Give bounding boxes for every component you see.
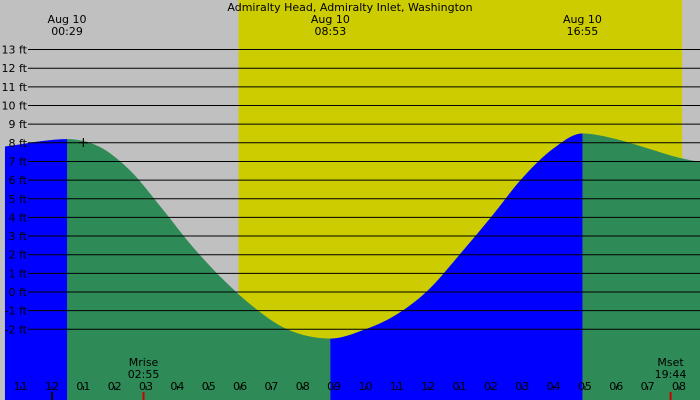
x-tick-label: 08 — [672, 380, 686, 393]
x-tick-label: 12 — [421, 380, 435, 393]
event-date-label: Aug 10 — [311, 13, 350, 26]
moon-event-tick — [669, 392, 672, 400]
y-tick-label: 0 ft — [9, 286, 28, 299]
y-tick-label: 8 ft — [9, 137, 28, 150]
event-time-label: 00:29 — [51, 25, 83, 38]
moon-event-time: 02:55 — [128, 368, 160, 381]
event-date-label: Aug 10 — [48, 13, 87, 26]
x-tick-label: 06 — [233, 380, 247, 393]
x-tick-label: 09 — [327, 380, 341, 393]
y-tick-label: 1 ft — [9, 267, 28, 280]
x-tick-label: 03 — [515, 380, 529, 393]
y-tick-label: 9 ft — [9, 118, 28, 131]
y-tick-label: 12 ft — [2, 62, 28, 75]
event-time-label: 08:53 — [315, 25, 347, 38]
y-tick-labels: 13 ft 12 ft 11 ft 10 ft 9 ft 8 ft 7 ft 6 ft 5 ft… — [2, 44, 28, 337]
current-marker: + — [77, 135, 89, 151]
y-tick-label: 11 ft — [2, 81, 28, 94]
x-tick-label: 07 — [641, 380, 655, 393]
moon-event-tick — [142, 392, 145, 400]
x-tick-label: 05 — [202, 380, 216, 393]
x-tick-label: 01 — [453, 380, 467, 393]
y-tick-label: 6 ft — [9, 174, 28, 187]
moon-event-label: Mset — [657, 356, 684, 369]
y-tick-label: 7 ft — [9, 155, 28, 168]
x-tick-label: 11 — [14, 380, 28, 393]
event-date-label: Aug 10 — [563, 13, 602, 26]
chart-title: Admiralty Head, Admiralty Inlet, Washing… — [227, 1, 472, 14]
y-tick-label: 13 ft — [2, 44, 28, 57]
x-tick-label: 03 — [139, 380, 153, 393]
x-tick-label: 04 — [547, 380, 561, 393]
x-tick-label: 05 — [578, 380, 592, 393]
y-tick-label: 3 ft — [9, 230, 28, 243]
event-time-label: 16:55 — [567, 25, 599, 38]
midnight-marker — [51, 392, 53, 400]
y-tick-label: 5 ft — [9, 193, 28, 206]
x-tick-label: 10 — [359, 380, 373, 393]
x-tick-label: 07 — [264, 380, 278, 393]
x-tick-label: 02 — [484, 380, 498, 393]
y-tick-label: -2 ft — [5, 323, 28, 336]
x-tick-labels: 11 12 01 02 03 04 05 06 07 08 09 10 11 12 01 02 03 04 05 06… — [14, 380, 686, 400]
x-tick-label: 06 — [609, 380, 623, 393]
moon-event-label: Mrise — [129, 356, 159, 369]
y-tick-label: 10 ft — [2, 100, 28, 113]
x-tick-label: 01 — [76, 380, 90, 393]
y-tick-label: 2 ft — [9, 249, 28, 262]
x-tick-label: 08 — [296, 380, 310, 393]
x-tick-label: 02 — [108, 380, 122, 393]
x-tick-label: 11 — [390, 380, 404, 393]
grid-lines — [28, 49, 700, 330]
x-tick-label: 04 — [170, 380, 184, 393]
moon-event-time: 19:44 — [655, 368, 687, 381]
y-tick-label: 4 ft — [9, 211, 28, 224]
y-tick-label: -1 ft — [5, 305, 28, 318]
tide-fill-blue-early — [4, 133, 68, 400]
x-tick-label: 12 — [45, 380, 59, 393]
